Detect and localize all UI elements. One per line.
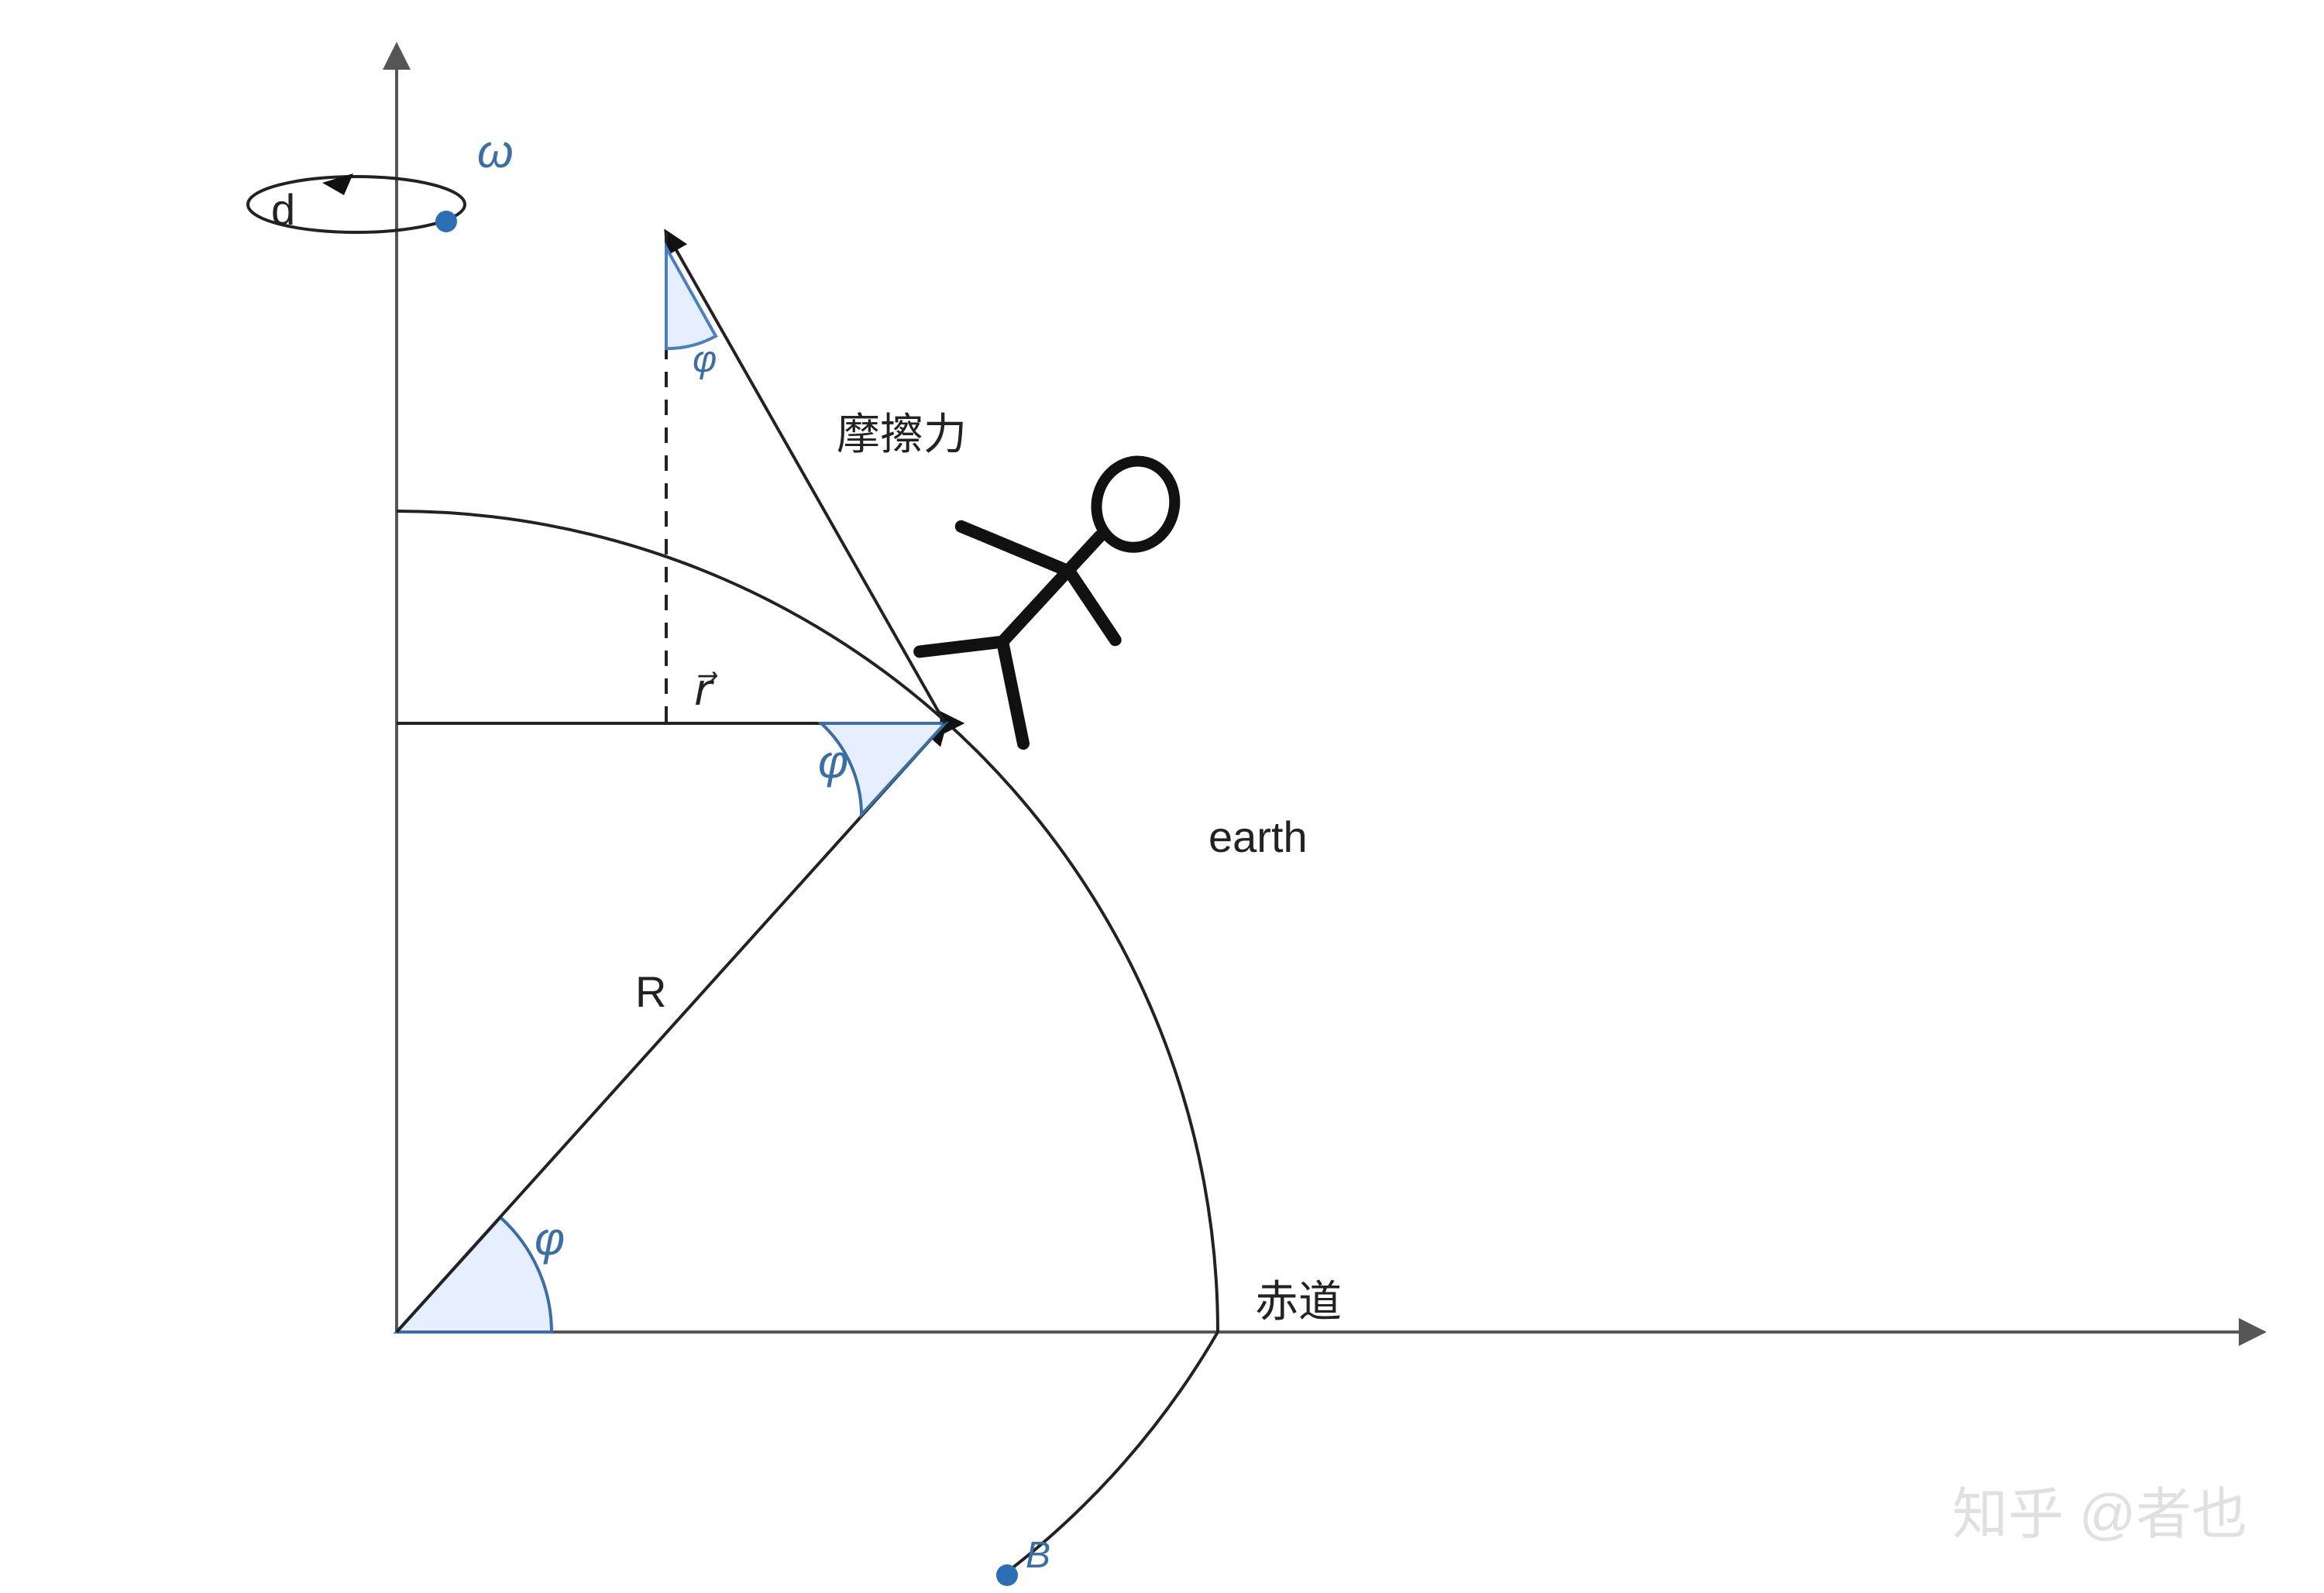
earth-label: earth (1208, 812, 1308, 861)
omega-dot (435, 211, 457, 232)
phi-label-point: φ (818, 736, 848, 788)
watermark: 知乎 @者也 (1952, 1484, 2247, 1546)
d-label: d (271, 185, 295, 234)
phi-label-top: φ (693, 339, 717, 380)
background (0, 0, 2324, 1592)
equator-label: 赤道 (1255, 1277, 1342, 1326)
diagram-canvas: φ R r⃗ φ 摩擦力 φ ω d 赤道 earth B 知乎 @者也 (0, 0, 2324, 1592)
point-B (996, 1564, 1018, 1586)
R-label: R (635, 967, 666, 1016)
omega-label: ω (477, 125, 514, 177)
phi-label-origin: φ (535, 1213, 565, 1265)
friction-label: 摩擦力 (837, 410, 967, 458)
B-label: B (1026, 1535, 1050, 1576)
